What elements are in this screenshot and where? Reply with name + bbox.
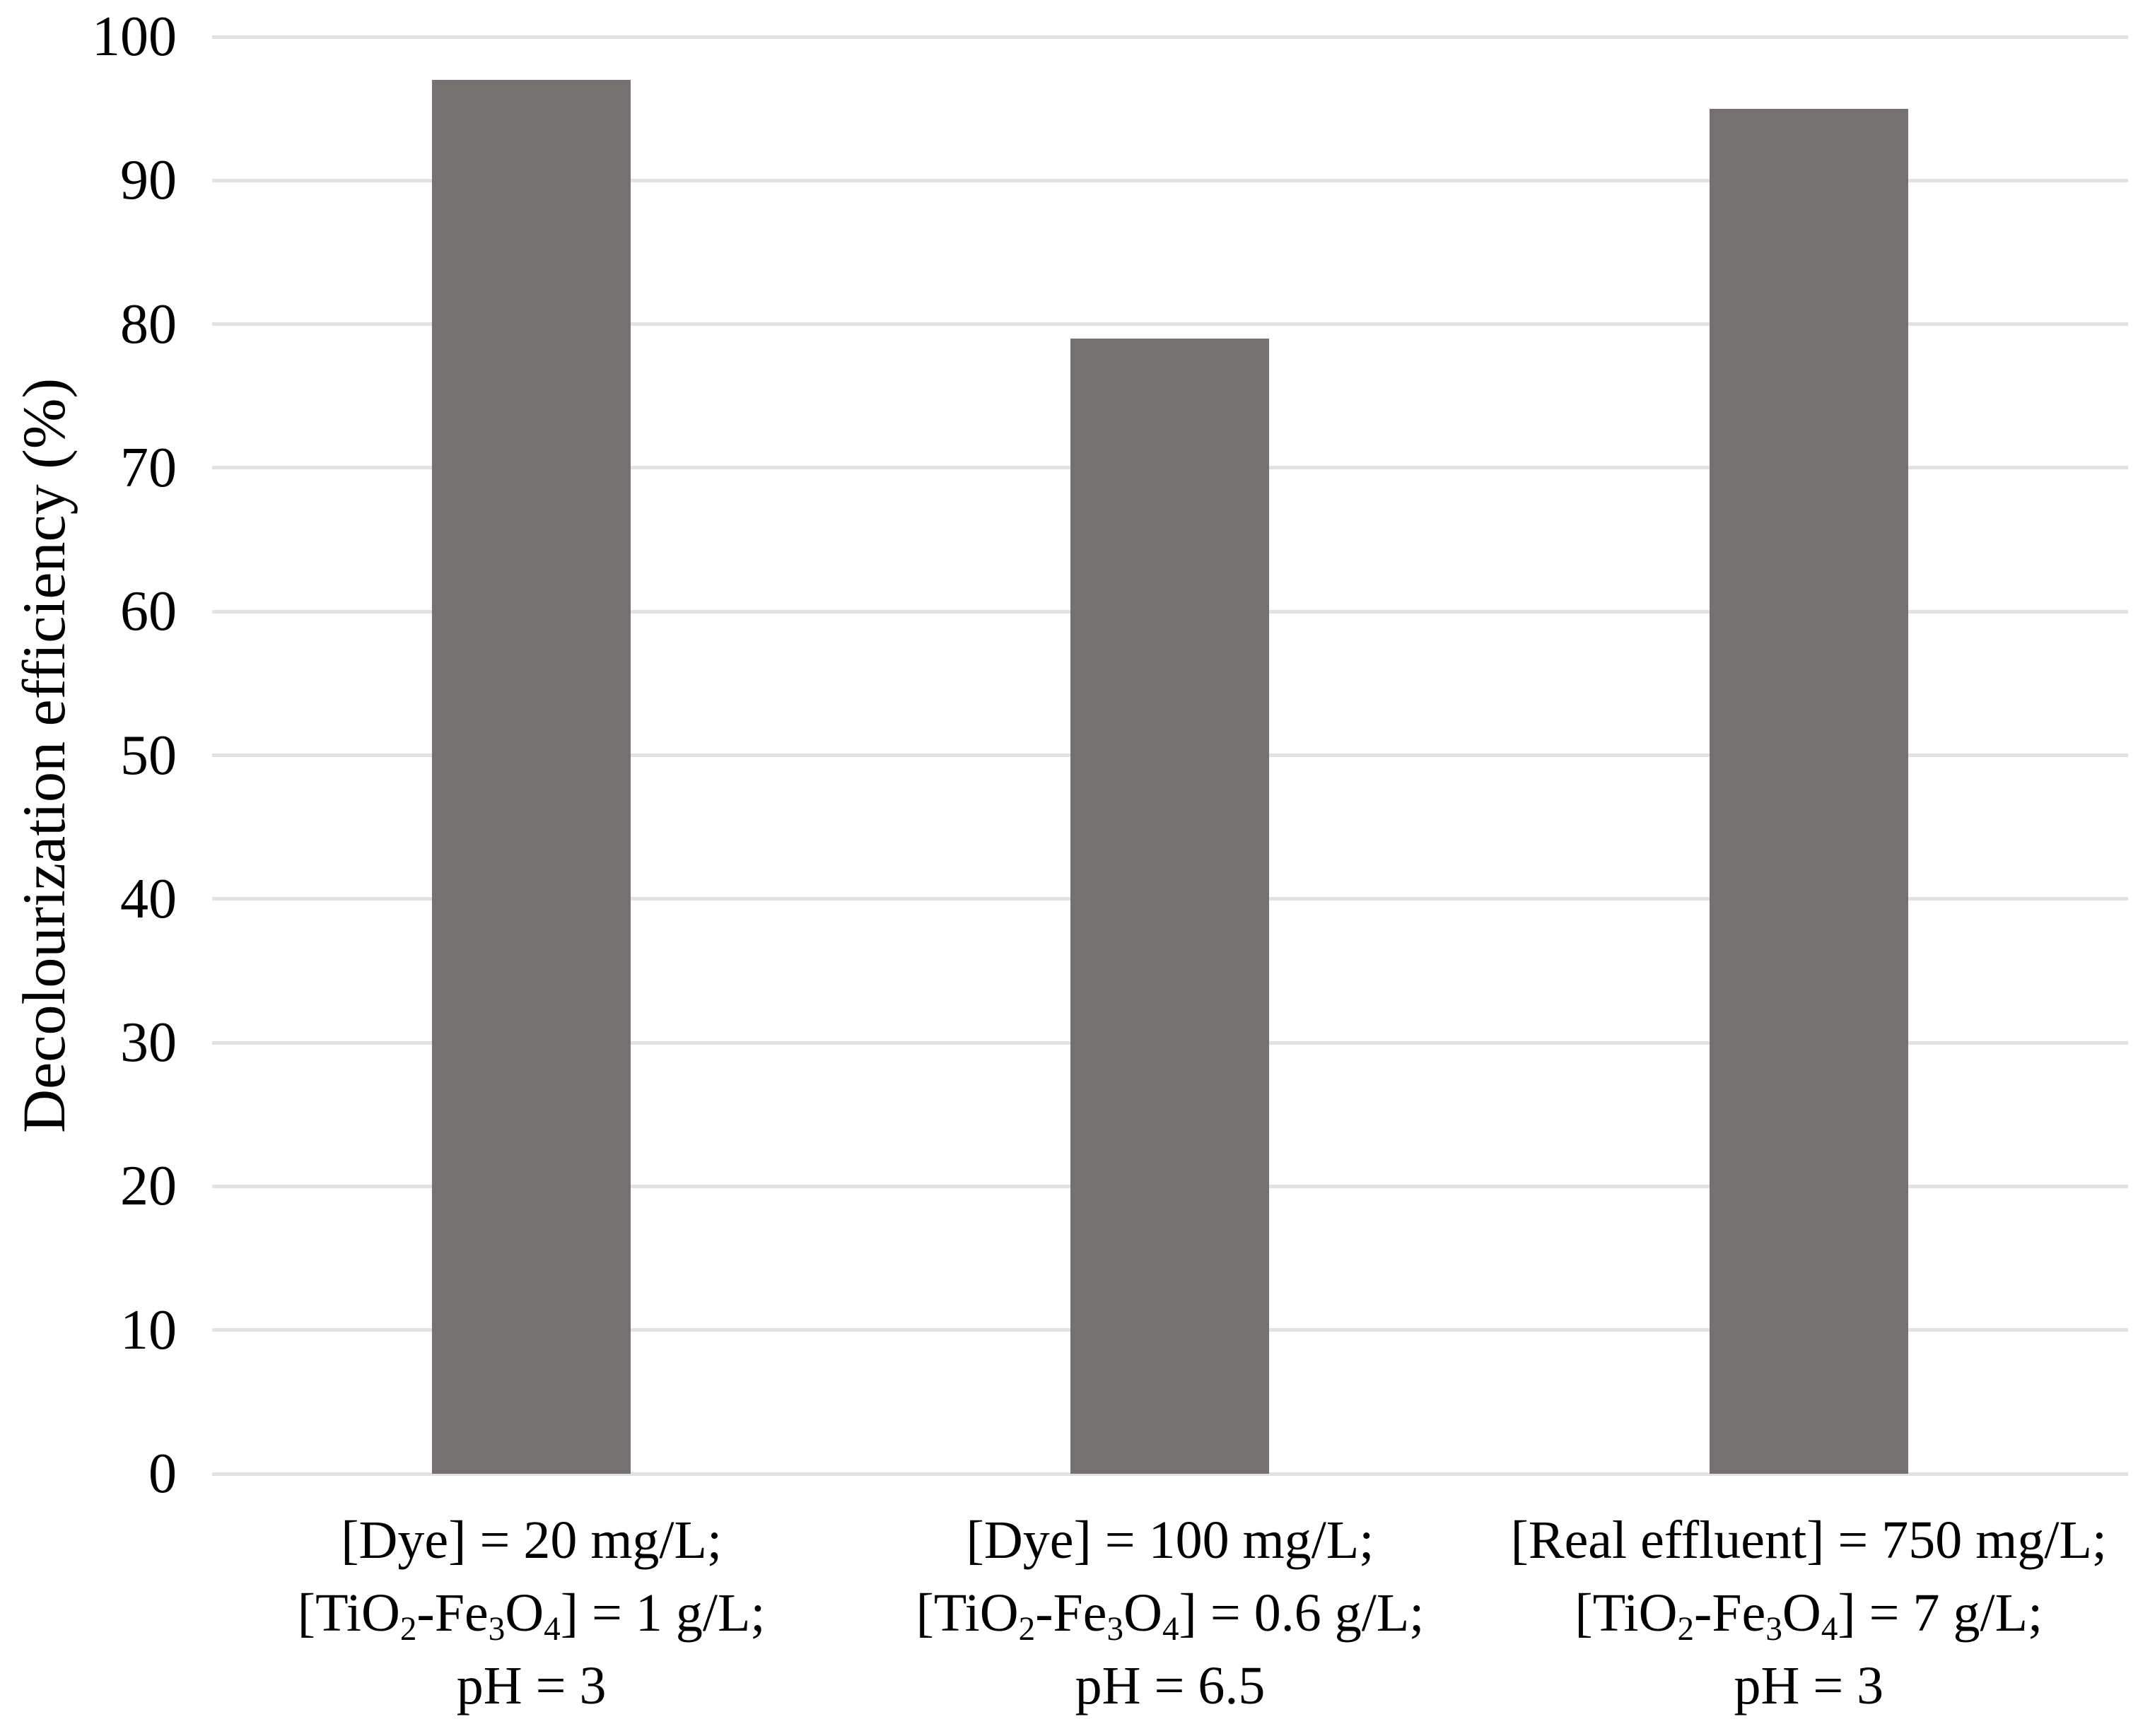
y-tick-label: 10 xyxy=(120,1298,177,1361)
x-axis-category-labels: [Dye] = 20 mg/L; [TiO2-Fe3O4] = 1 g/L; pH … xyxy=(212,1504,2128,1723)
bar-1 xyxy=(432,80,631,1474)
plot-area xyxy=(212,35,2128,1476)
y-tick-label: 100 xyxy=(92,6,177,68)
gridline-0 xyxy=(212,1472,2128,1476)
x-category-label-2: [Dye] = 100 mg/L; [TiO2-Fe3O4] = 0.6 g/L;… xyxy=(851,1504,1489,1723)
gridline-80 xyxy=(212,322,2128,327)
gridline-90 xyxy=(212,178,2128,182)
x-category-label-1: [Dye] = 20 mg/L; [TiO2-Fe3O4] = 1 g/L; pH … xyxy=(212,1504,851,1723)
x-category-line: pH = 3 xyxy=(456,1656,607,1716)
x-category-line: [TiO2-Fe3O4] = 1 g/L; xyxy=(297,1583,766,1648)
y-tick-label: 60 xyxy=(120,580,177,643)
bar-3 xyxy=(1709,108,1908,1474)
bar-slot-3 xyxy=(1490,37,2128,1474)
y-tick-label: 70 xyxy=(120,436,177,499)
x-category-line: [TiO2-Fe3O4] = 0.6 g/L; xyxy=(916,1583,1425,1648)
x-category-line: [Real effluent] = 750 mg/L; xyxy=(1510,1511,2108,1570)
y-tick-label: 40 xyxy=(120,867,177,930)
y-tick-label: 20 xyxy=(120,1155,177,1218)
y-tick-label: 50 xyxy=(120,724,177,787)
gridline-100 xyxy=(212,35,2128,39)
x-category-line: pH = 3 xyxy=(1734,1656,1884,1716)
bar-2 xyxy=(1070,338,1270,1474)
y-tick-label: 0 xyxy=(148,1443,177,1505)
x-category-line: pH = 6.5 xyxy=(1075,1656,1266,1716)
x-category-line: [TiO2-Fe3O4] = 7 g/L; xyxy=(1575,1583,2043,1648)
bar-slot-2 xyxy=(851,37,1489,1474)
x-category-label-3: [Real effluent] = 750 mg/L; [TiO2-Fe3O4] … xyxy=(1490,1504,2128,1723)
y-tick-label: 30 xyxy=(120,1011,177,1074)
bar-series xyxy=(212,37,2128,1474)
bar-slot-1 xyxy=(212,37,851,1474)
x-category-line: [Dye] = 20 mg/L; xyxy=(341,1511,723,1570)
y-axis-tick-labels: 0 10 20 30 40 50 60 70 80 90 100 xyxy=(0,8,177,1502)
y-tick-label: 80 xyxy=(120,293,177,356)
x-category-line: [Dye] = 100 mg/L; xyxy=(966,1511,1374,1570)
y-tick-label: 90 xyxy=(120,149,177,212)
